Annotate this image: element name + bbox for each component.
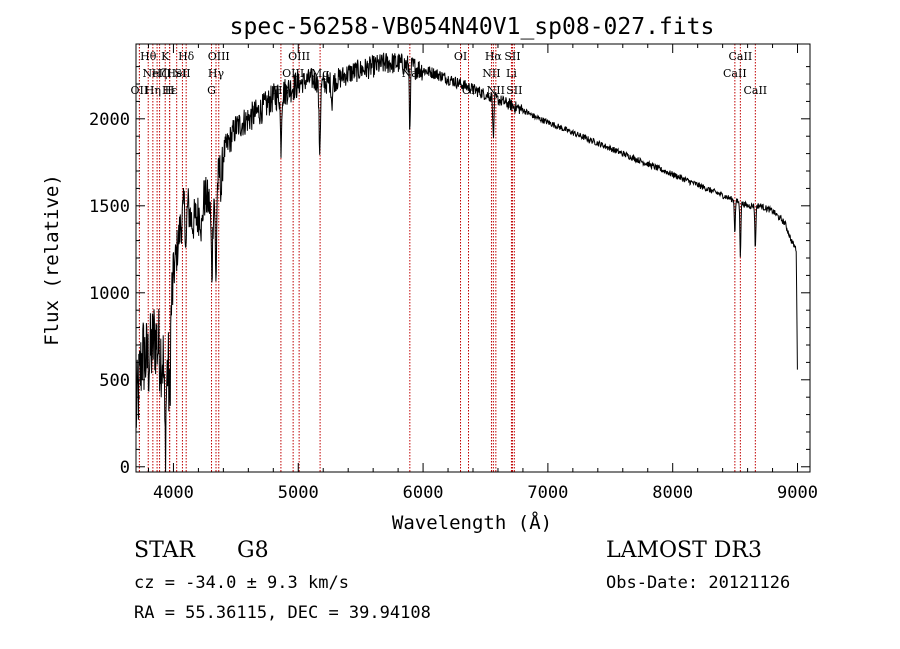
object-subclass: G8 [237,538,269,563]
line-marker-label: HeI [166,67,186,80]
spectrum-series-line [135,52,798,473]
line-marker-label: SII [504,50,520,63]
y-axis-label: Flux (relative) [41,174,63,346]
line-marker-label: G [207,84,216,97]
line-marker-labels: OIIHθHηNeIIIHζKHεHHeISIIHδGHγOIIIHβOIIIO… [131,50,768,97]
line-marker-label: Hδ [178,50,195,63]
line-marker-label: NeIII [143,67,172,80]
survey-name: LAMOST DR3 [606,538,762,563]
line-marker-label: Li [506,67,517,80]
y-tick-label: 1000 [89,284,130,304]
x-tick-label: 7000 [527,483,568,503]
x-tick-label: 9000 [777,483,818,503]
x-axis-ticks: 4000 5000 6000 7000 8000 9000 [147,44,818,503]
line-marker-label: Hα [485,50,503,63]
coordinates-text: RA = 55.36115, DEC = 39.94108 [134,603,431,623]
object-class: STAR [134,538,195,563]
line-marker-label: SII [506,84,522,97]
plot-frame [135,43,811,473]
line-marker-label: Hη [145,84,161,97]
chart-title: spec-56258-VB054N40V1_sp08-027.fits [230,14,715,40]
line-marker-label: OIII [208,50,230,63]
line-marker-label: NII [482,67,500,80]
line-marker-label: SII [174,67,190,80]
x-tick-label: 8000 [652,483,693,503]
line-marker-label: OI [454,50,467,63]
line-marker-label: CaII [743,84,767,97]
line-markers [138,44,756,472]
line-marker-label: H [165,84,175,97]
line-marker-label: CaII [723,67,747,80]
y-tick-label: 0 [120,458,130,478]
x-axis-label: Wavelength (Å) [392,511,552,534]
line-marker-label: Hζ [152,67,168,80]
line-marker-label: K [161,50,170,63]
x-tick-label: 4000 [153,483,194,503]
x-tick-label: 6000 [403,483,444,503]
line-marker-label: OIII [288,50,310,63]
line-marker-label: OII [131,84,149,97]
line-marker-label: CaII [729,50,753,63]
line-marker-label: Hθ [140,50,157,63]
y-axis-ticks: 0 500 1000 1500 2000 [89,66,810,478]
line-marker-label: Hγ [208,67,225,80]
y-tick-label: 500 [99,371,130,391]
line-marker-label: Hε [162,84,178,97]
redshift-text: cz = -34.0 ± 9.3 km/s [134,573,349,593]
line-marker-label: OIII [282,67,304,80]
y-tick-label: 2000 [89,110,130,130]
y-tick-label: 1500 [89,197,130,217]
observation-date: Obs-Date: 20121126 [606,573,791,593]
x-tick-label: 5000 [278,483,319,503]
